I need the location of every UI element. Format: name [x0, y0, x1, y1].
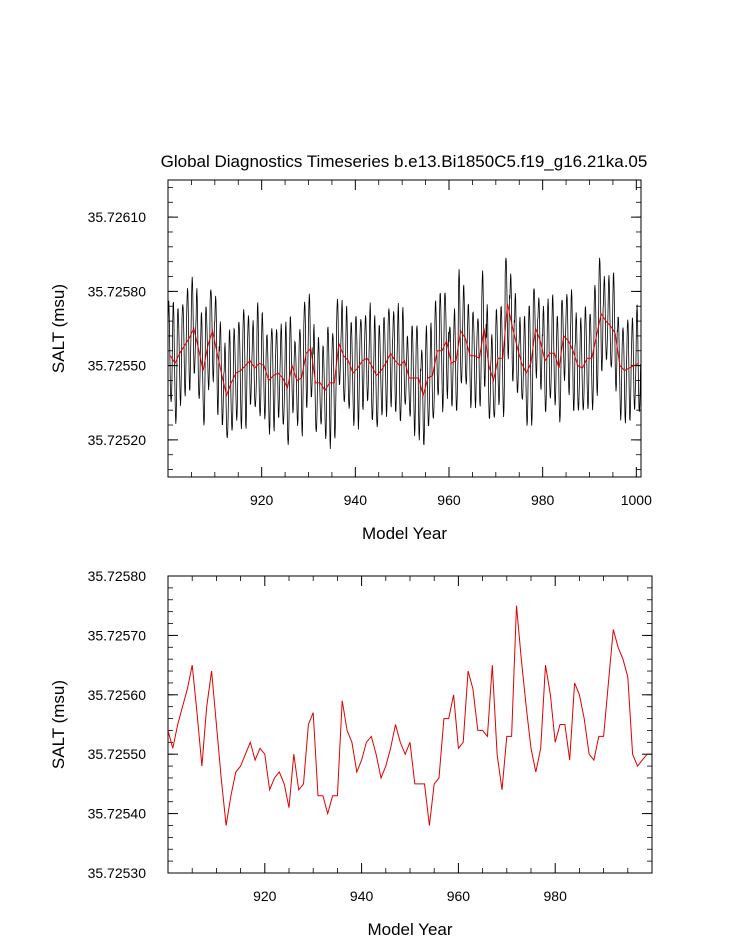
- y-tick-label: 35.72530: [88, 865, 147, 881]
- x-tick-label: 920: [253, 888, 277, 904]
- plot-frame: [167, 575, 653, 874]
- y-axis-label: SALT (msu): [49, 284, 68, 373]
- series-line-monthly: [168, 257, 641, 450]
- y-tick-label: 35.72580: [88, 283, 147, 299]
- y-tick-label: 35.72610: [88, 209, 147, 225]
- y-tick-label: 35.72580: [88, 568, 147, 584]
- y-tick-label: 35.72570: [88, 627, 147, 643]
- x-tick-label: 960: [447, 888, 471, 904]
- plot-frame: [167, 179, 642, 478]
- x-tick-label: 1000: [621, 492, 652, 508]
- x-axis-label: Model Year: [367, 920, 452, 939]
- x-tick-label: 920: [250, 492, 274, 508]
- y-tick-label: 35.72550: [88, 746, 147, 762]
- x-tick-label: 940: [350, 888, 374, 904]
- y-tick-label: 35.72520: [88, 432, 147, 448]
- x-axis-label: Model Year: [362, 524, 447, 543]
- y-tick-label: 35.72540: [88, 806, 147, 822]
- y-tick-label: 35.72550: [88, 358, 147, 374]
- chart-title: Global Diagnostics Timeseries b.e13.Bi18…: [161, 152, 648, 171]
- y-axis-label: SALT (msu): [49, 680, 68, 769]
- y-tick-label: 35.72560: [88, 687, 147, 703]
- plot-bottom: 920 940 960 980 35.72530 35.72540 35.72550 35.7…: [49, 568, 653, 939]
- x-tick-label: 980: [544, 888, 568, 904]
- series-line-annual-mean: [169, 303, 639, 398]
- plot-top: 920 940 960 980 1000 35.72520 35.72550 35.72580…: [49, 179, 652, 543]
- x-tick-label: 980: [531, 492, 555, 508]
- x-tick-label: 940: [344, 492, 368, 508]
- x-tick-label: 960: [437, 492, 461, 508]
- series-line-annual-mean: [168, 605, 648, 826]
